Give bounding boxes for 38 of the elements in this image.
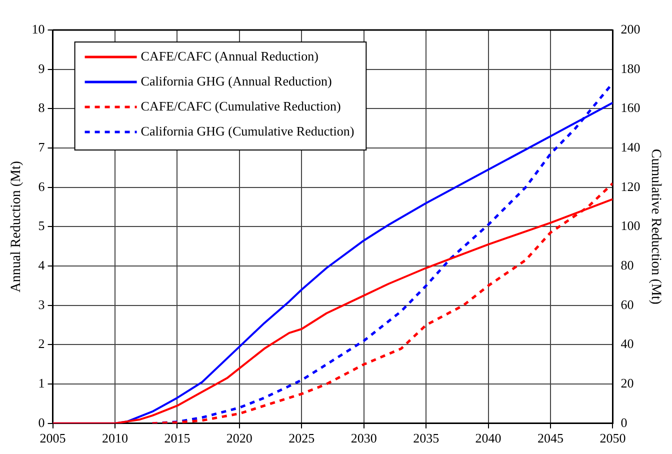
y-axis-title: Annual Reduction (Mt) bbox=[9, 160, 24, 292]
x-tick-label: 2045 bbox=[537, 430, 564, 446]
x-tick-label: 2005 bbox=[40, 430, 66, 446]
x-tick-label: 2040 bbox=[475, 430, 502, 446]
y2-tick-label: 60 bbox=[620, 296, 634, 312]
y-tick-label: 5 bbox=[38, 218, 45, 234]
legend-label: California GHG (Cumulative Reduction) bbox=[140, 123, 354, 138]
x-tick-label: 2035 bbox=[413, 430, 440, 446]
x-tick-label: 2010 bbox=[102, 430, 128, 446]
y2-tick-label: 120 bbox=[620, 178, 640, 194]
x-tick-label: 2050 bbox=[600, 430, 626, 446]
y-tick-label: 2 bbox=[38, 336, 45, 352]
x-tick-label: 2030 bbox=[350, 430, 377, 446]
legend-label: CAFE/CAFC (Cumulative Reduction) bbox=[140, 98, 341, 114]
y-tick-label: 10 bbox=[32, 21, 45, 36]
legend-label: California GHG (Annual Reduction) bbox=[140, 73, 332, 88]
y-tick-label: 6 bbox=[38, 178, 46, 194]
y2-tick-label: 140 bbox=[620, 139, 640, 154]
y-tick-label: 3 bbox=[38, 296, 45, 312]
y2-tick-label: 180 bbox=[620, 60, 640, 76]
y-tick-label: 8 bbox=[38, 100, 45, 116]
y2-tick-label: 80 bbox=[620, 257, 634, 272]
y2-tick-label: 40 bbox=[620, 336, 634, 352]
y2-axis-title: Cumulative Reduction (Mt) bbox=[648, 148, 663, 305]
y-tick-label: 7 bbox=[38, 139, 46, 154]
y2-tick-label: 100 bbox=[620, 218, 640, 234]
y2-tick-label: 20 bbox=[620, 375, 634, 390]
y2-tick-label: 0 bbox=[620, 414, 628, 430]
x-tick-label: 2025 bbox=[288, 430, 315, 446]
x-tick-label: 2015 bbox=[164, 430, 190, 446]
legend-label: CAFE/CAFC (Annual Reduction) bbox=[140, 48, 318, 64]
y-tick-label: 0 bbox=[38, 414, 45, 430]
y-tick-label: 1 bbox=[38, 375, 45, 390]
y2-tick-label: 160 bbox=[620, 100, 640, 116]
x-tick-label: 2020 bbox=[226, 430, 252, 446]
y-tick-label: 4 bbox=[38, 257, 46, 272]
y-tick-label: 9 bbox=[38, 60, 45, 76]
y2-tick-label: 200 bbox=[620, 21, 640, 36]
